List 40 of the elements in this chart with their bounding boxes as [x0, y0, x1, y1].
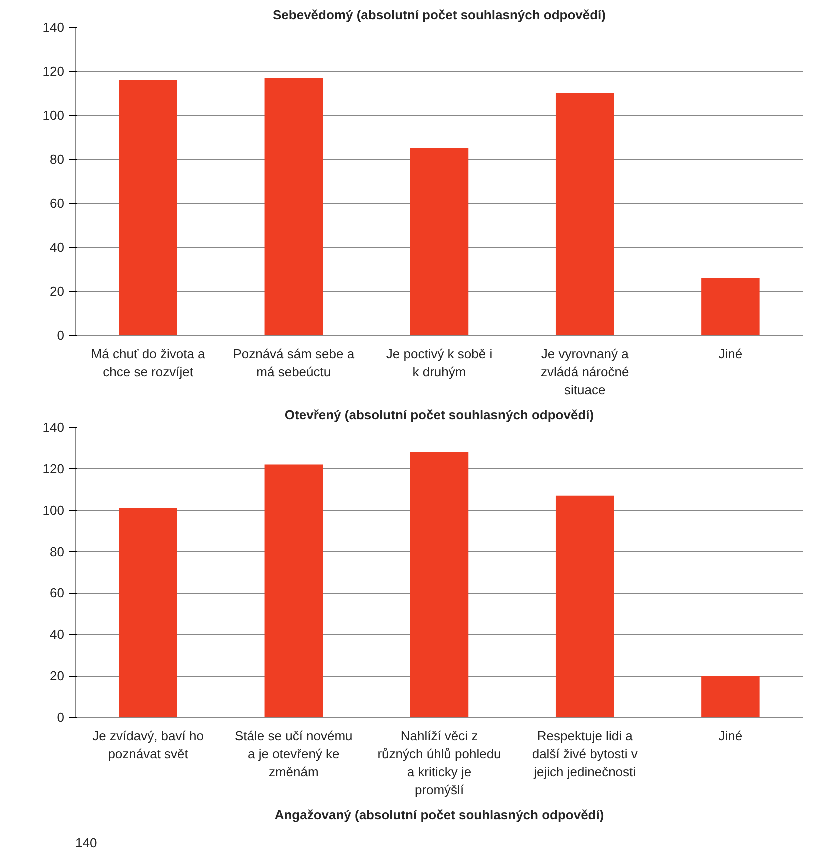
y-tick-label: 40	[50, 627, 65, 642]
bar	[702, 278, 760, 336]
y-tick-label: 60	[50, 196, 65, 211]
chart-title: Otevřený (absolutní počet souhlasných odpovědí)	[284, 408, 594, 422]
x-tick-label: Respektuje lidi a další živé bytosti v jejich jedinečnosti	[532, 728, 638, 780]
x-tick-label: Stále se učí novému a je otevřený ke změnám	[235, 728, 353, 780]
x-tick-label: Poznává sám sebe a má sebeúctu	[233, 346, 356, 380]
y-tick-label: 100	[42, 108, 65, 123]
bar	[119, 80, 178, 336]
y-tick-label: 60	[50, 586, 65, 601]
y-tick-label: 0	[57, 710, 65, 725]
bar	[556, 94, 614, 336]
y-tick-label: 20	[50, 284, 65, 299]
x-tick-label: Je zvídavý, baví ho poznávat svět	[92, 728, 204, 762]
text: Angažovaný (absolutní počet souhlasných odpovědí)	[274, 808, 604, 822]
y-tick-label: 20	[50, 668, 65, 684]
y-tick-label: 120	[42, 461, 65, 476]
text: 140	[76, 836, 98, 851]
x-tick-label: Jiné	[718, 728, 743, 744]
bar	[556, 496, 614, 718]
x-tick-label: Je vyrovnaný a zvládá náročné situace	[541, 346, 630, 398]
x-tick-label: Jiné	[718, 346, 743, 362]
y-tick-label: 80	[50, 544, 65, 560]
y-tick-label: 40	[50, 240, 65, 255]
y-tick-label: 140	[42, 20, 65, 35]
bar	[410, 148, 469, 336]
x-tick-label: Má chuť do života a chce se rozvíjet	[91, 346, 206, 380]
bar	[119, 508, 178, 718]
bar	[264, 78, 324, 336]
x-tick-label: Je poctivý k sobě i k druhým	[386, 346, 493, 380]
y-tick-label: 0	[57, 328, 65, 343]
y-tick-label: 80	[50, 152, 65, 167]
bar	[702, 676, 760, 718]
bar	[410, 452, 469, 718]
y-tick-label: 100	[42, 502, 65, 518]
y-tick-label: 140	[42, 420, 65, 435]
bar	[264, 464, 324, 718]
y-tick-label: 120	[42, 64, 65, 79]
chart-title: Sebevědomý (absolutní počet souhlasných odpovědí)	[273, 8, 606, 22]
x-tick-label: Nahlíží věci z různých úhlů pohledu a kriticky je promýšlí	[378, 728, 502, 798]
